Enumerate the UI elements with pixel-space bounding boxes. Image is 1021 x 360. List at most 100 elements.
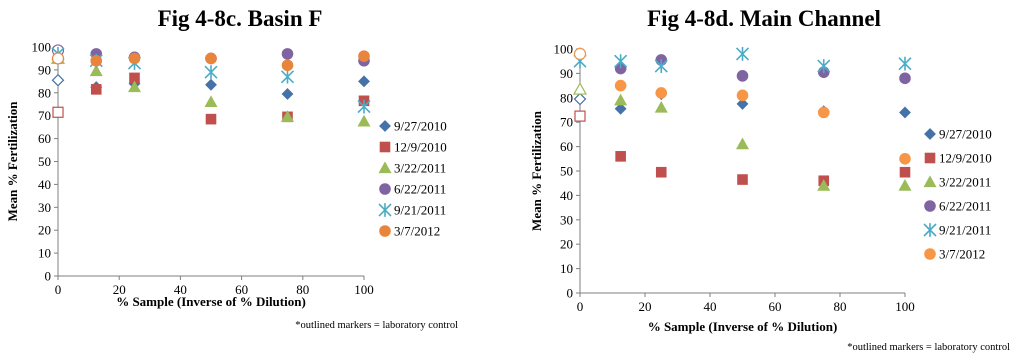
y-tick-label: 100 — [554, 42, 574, 57]
x-tick-label: 80 — [834, 299, 847, 314]
series-5 — [573, 46, 912, 73]
x-tick-label: 0 — [577, 299, 584, 314]
y-tick-label: 20 — [560, 237, 573, 252]
legend-marker — [379, 225, 391, 237]
data-point — [737, 174, 748, 185]
legend-label: 3/7/2012 — [939, 247, 985, 262]
y-tick-label: 50 — [38, 154, 51, 169]
data-point — [90, 84, 102, 95]
data-point — [280, 69, 295, 84]
data-point — [817, 106, 830, 119]
x-tick-label: 20 — [639, 299, 652, 314]
y-tick-label: 90 — [560, 66, 573, 81]
data-point — [655, 166, 667, 178]
chart-title: Fig 4-8d. Main Channel — [647, 6, 881, 31]
y-tick-label: 30 — [38, 200, 51, 215]
legend-marker — [924, 200, 936, 212]
data-point — [899, 166, 911, 178]
data-point — [90, 54, 103, 67]
y-tick-label: 70 — [38, 108, 51, 123]
x-tick-label: 0 — [55, 282, 62, 297]
data-point — [281, 88, 294, 100]
data-point — [735, 137, 750, 150]
control-point — [573, 47, 587, 60]
control-point — [52, 106, 64, 118]
x-tick-label: 80 — [296, 282, 309, 297]
legend-marker — [924, 128, 936, 140]
legend: 9/27/2010 12/9/2010 3/22/2011 6/22/2011 9/21… — [378, 119, 447, 239]
y-tick-label: 40 — [560, 188, 573, 203]
data-point — [736, 97, 749, 110]
legend-label: 12/9/2010 — [939, 151, 992, 166]
control-point — [573, 92, 587, 106]
y-tick-label: 60 — [560, 139, 573, 154]
legend-label: 6/22/2011 — [939, 199, 991, 214]
data-point — [735, 46, 750, 61]
data-point — [614, 102, 627, 115]
x-tick-label: 60 — [769, 299, 782, 314]
legend-marker — [379, 141, 391, 153]
legend-label: 9/21/2011 — [939, 223, 991, 238]
legend-marker — [923, 175, 937, 188]
chart-panel-2: Fig 4-8d. Main Channel 0 10 20 30 40 50 60 70 80 9… — [529, 6, 1010, 353]
legend-marker — [379, 183, 391, 195]
data-point — [614, 93, 628, 106]
y-tick-label: 40 — [38, 177, 51, 192]
data-point — [736, 89, 749, 102]
data-point — [736, 70, 749, 82]
series-6 — [573, 47, 911, 165]
x-tick-label: 40 — [174, 282, 187, 297]
legend-marker — [379, 120, 391, 132]
data-point — [614, 54, 628, 69]
data-point — [899, 153, 911, 165]
y-tick-label: 80 — [38, 85, 51, 100]
data-point — [654, 100, 668, 113]
footnote: *outlined markers = laboratory control — [295, 320, 458, 331]
legend-marker — [924, 248, 936, 260]
legend-label: 3/22/2011 — [939, 175, 991, 190]
x-tick-label: 40 — [704, 299, 717, 314]
y-axis-title: Mean % Fertilization — [5, 101, 20, 222]
data-point — [654, 59, 668, 73]
legend-marker — [923, 223, 937, 237]
y-tick-label: 0 — [567, 286, 574, 301]
y-tick-label: 70 — [560, 115, 573, 130]
data-point — [281, 59, 294, 72]
data-point — [614, 79, 627, 92]
y-tick-label: 90 — [38, 62, 51, 77]
y-tick-label: 10 — [38, 246, 51, 261]
data-point — [205, 78, 217, 91]
x-tick-label: 100 — [895, 299, 915, 314]
data-point — [204, 95, 218, 108]
x-tick-label: 100 — [354, 282, 374, 297]
legend-marker — [378, 203, 392, 217]
data-point — [817, 59, 831, 73]
control-point — [574, 110, 586, 122]
y-tick-label: 60 — [38, 131, 51, 146]
legend-label: 3/22/2011 — [394, 161, 446, 176]
data-point — [358, 50, 370, 62]
data-point — [127, 80, 142, 93]
y-tick-label: 80 — [560, 90, 573, 105]
y-tick-label: 10 — [560, 261, 573, 276]
data-point — [357, 114, 371, 127]
data-point — [817, 179, 831, 191]
control-point — [51, 73, 65, 87]
y-tick-label: 50 — [560, 164, 573, 179]
legend-label: 3/7/2012 — [394, 224, 440, 239]
y-axis-title: Mean % Fertilization — [529, 110, 544, 231]
data-point — [357, 99, 371, 114]
footnote: *outlined markers = laboratory control — [847, 342, 1010, 353]
data-point — [205, 113, 217, 125]
data-point — [205, 52, 217, 65]
data-point — [280, 110, 295, 122]
data-point — [655, 87, 668, 99]
data-point — [128, 52, 141, 65]
control-point — [51, 52, 65, 65]
data-point — [89, 64, 103, 77]
legend-label: 9/21/2011 — [394, 203, 446, 218]
chart-panel-1: Fig 4-8c. Basin F 0 10 20 30 40 50 60 70 80 90 100 0… — [5, 6, 458, 331]
data-point — [281, 48, 294, 60]
y-tick-label: 30 — [560, 212, 573, 227]
